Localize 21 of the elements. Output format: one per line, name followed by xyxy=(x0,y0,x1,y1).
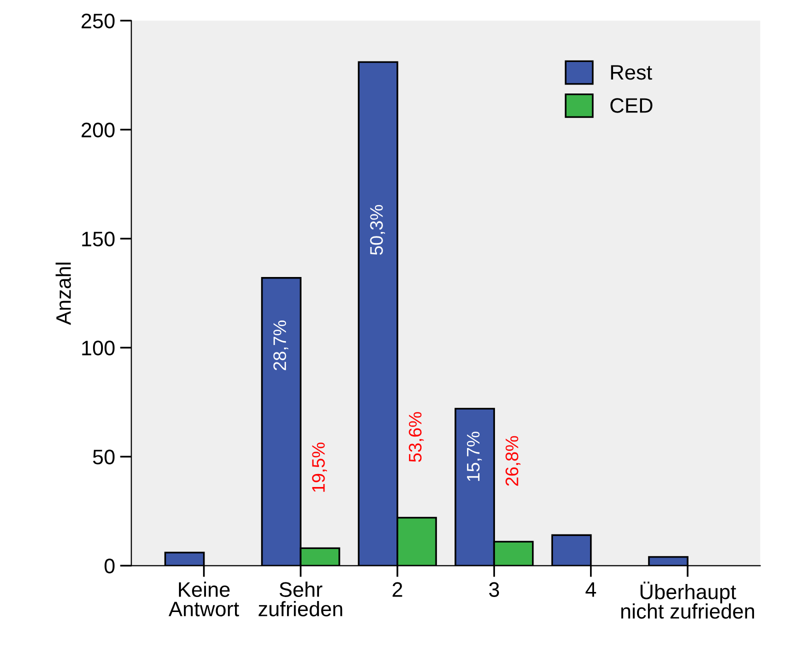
annotation: 15,7% xyxy=(466,432,482,481)
legend-label: Rest xyxy=(611,65,652,80)
legend-label: CED xyxy=(610,98,652,113)
annotation: 28,7% xyxy=(273,320,288,370)
y-tick-label: 200 xyxy=(82,122,115,138)
annotation: 53,6% xyxy=(408,412,424,462)
x-tick-label: Überhaupt nicht zufrieden xyxy=(621,582,754,619)
y-tick-label: 250 xyxy=(82,14,115,28)
y-tick-label: 100 xyxy=(82,340,115,356)
annotation: 19,5% xyxy=(312,442,327,492)
x-tick-label: 4 xyxy=(586,582,596,597)
y-tick-label: 50 xyxy=(93,450,115,464)
y-tick-label: 150 xyxy=(82,232,115,246)
y-tick-label: 0 xyxy=(104,558,115,574)
x-tick-label: Sehr zufrieden xyxy=(258,582,342,616)
x-tick-label: 3 xyxy=(489,582,500,597)
annotation: 26,8% xyxy=(506,436,520,486)
y-axis-title: Anzahl xyxy=(56,262,71,325)
x-tick-label: Keine Antwort xyxy=(168,582,240,616)
annotation: 50,3% xyxy=(370,204,386,255)
x-tick-label: 2 xyxy=(392,582,402,597)
